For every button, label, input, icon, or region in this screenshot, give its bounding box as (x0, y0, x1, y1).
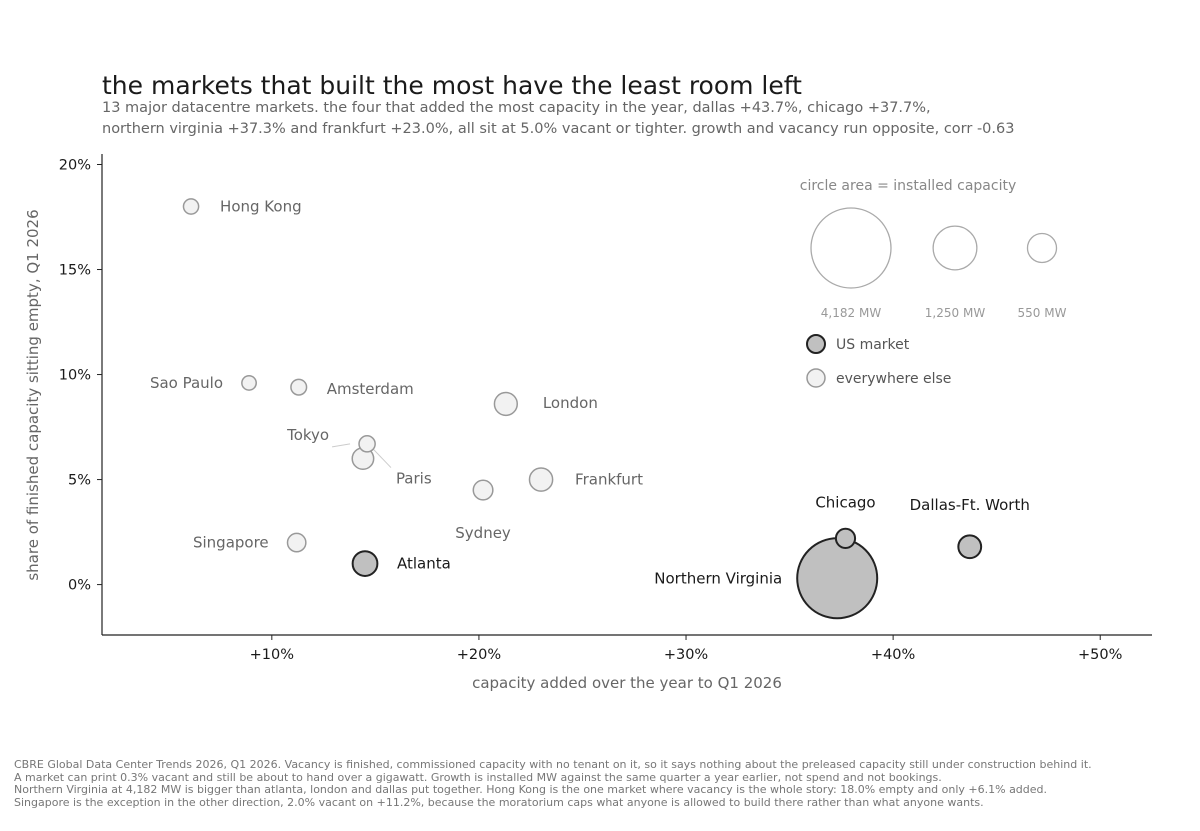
y-tick-label: 10% (59, 368, 91, 384)
label-sydney: Sydney (455, 524, 511, 542)
axes: +10% +20% +30% +40% +50% 0% 5% 10% 15% 20% (59, 154, 1152, 663)
legend-item-label: everywhere else (836, 371, 951, 387)
y-tick-label: 0% (68, 578, 91, 594)
legend-size-label: 4,182 MW (821, 306, 882, 320)
legend: circle area = installed capacity 4,182 MW… (800, 178, 1067, 388)
bubble-sydney (472, 479, 494, 501)
x-tick-label: +20% (457, 647, 501, 663)
bubble-tokyo (358, 435, 376, 453)
label-frankfurt: Frankfurt (575, 471, 643, 489)
legend-size-circle (1026, 232, 1058, 264)
legend-size-label: 550 MW (1018, 306, 1067, 320)
label-amsterdam: Amsterdam (327, 380, 414, 398)
label-hong-kong: Hong Kong (220, 198, 302, 216)
legend-swatch (806, 368, 826, 388)
label-london: London (543, 394, 598, 412)
legend-item-label: US market (836, 337, 910, 353)
y-tick-label: 20% (59, 158, 91, 174)
y-tick-label: 15% (59, 263, 91, 279)
x-tick-label: +30% (664, 647, 708, 663)
x-tick-label: +40% (871, 647, 915, 663)
bubble-london (493, 391, 519, 417)
bubble-amsterdam (290, 378, 308, 396)
label-singapore: Singapore (193, 534, 269, 552)
legend-size-label: 1,250 MW (925, 306, 986, 320)
x-tick-label: +50% (1078, 647, 1122, 663)
bubbles (182, 198, 983, 620)
point-labels: Hong Kong Sao Paulo Amsterdam London Tokyo Pa… (150, 198, 1030, 588)
bubble-northern-virginia (796, 537, 879, 620)
footnote-line: Northern Virginia at 4,182 MW is bigger … (14, 783, 1048, 797)
bubble-atlanta (351, 550, 379, 577)
chart-subtitle-line-2: northern virginia +37.3% and frankfurt +… (102, 121, 1014, 137)
label-atlanta: Atlanta (397, 555, 451, 573)
footnote-line: CBRE Global Data Center Trends 2026, Q1 … (14, 758, 1092, 771)
y-axis-label: share of finished capacity sitting empty… (24, 209, 42, 580)
bubble-sao-paulo (241, 375, 257, 391)
label-dallas-ft-worth: Dallas-Ft. Worth (910, 496, 1030, 514)
x-tick-label: +10% (250, 647, 294, 663)
chart-subtitle-line-1: 13 major datacentre markets. the four th… (102, 100, 931, 116)
leader-tokyo (332, 443, 351, 448)
label-northern-virginia: Northern Virginia (654, 569, 782, 587)
label-paris: Paris (396, 470, 432, 488)
footnote: CBRE Global Data Center Trends 2026, Q1 … (14, 758, 1184, 809)
legend-size-circle (810, 207, 892, 289)
footnote-line: A market can print 0.3% vacant and still… (14, 770, 942, 784)
label-sao-paulo: Sao Paulo (150, 374, 223, 392)
chart-title: the markets that built the most have the… (102, 71, 802, 100)
bubble-singapore (286, 532, 307, 553)
legend-size-circle (932, 225, 978, 271)
bubble-chicago (834, 527, 857, 549)
bubble-dallas-ft-worth (957, 534, 983, 560)
x-axis-label: capacity added over the year to Q1 2026 (472, 674, 782, 692)
legend-swatch (806, 334, 826, 354)
y-tick-label: 5% (68, 473, 91, 489)
label-tokyo: Tokyo (286, 426, 329, 444)
bubble-frankfurt (528, 467, 554, 492)
legend-title: circle area = installed capacity (800, 178, 1017, 194)
footnote-line: Singapore is the exception in the other … (14, 795, 984, 809)
bubble-hong-kong (182, 198, 200, 215)
label-chicago: Chicago (815, 493, 875, 511)
